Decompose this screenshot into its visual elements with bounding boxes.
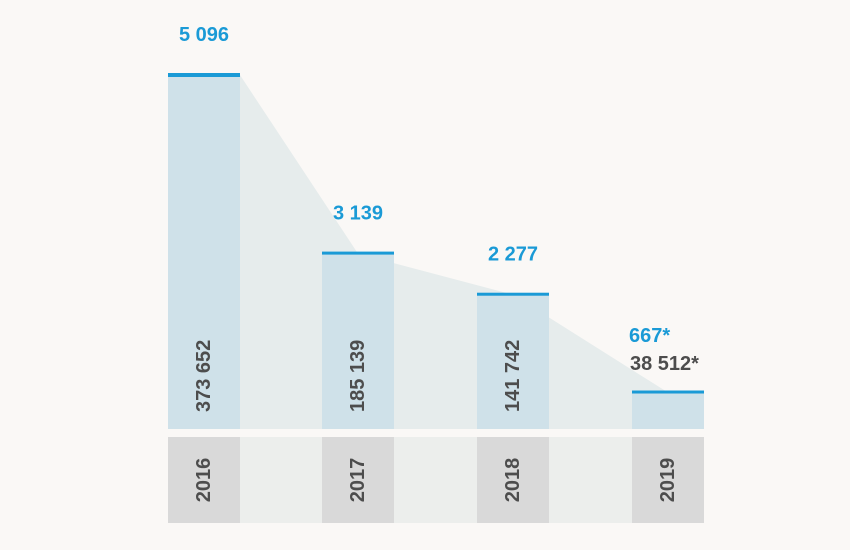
year-label-2018: 2018 (502, 458, 524, 503)
year-box-2016 (168, 437, 240, 523)
year-label-2019: 2019 (657, 458, 679, 503)
bar-value-label-2016: 373 652 (193, 340, 215, 412)
bar-2017 (322, 253, 394, 429)
bar-value-label-2017: 185 139 (347, 340, 369, 412)
bar-value-label-2019: 38 512* (630, 353, 699, 375)
bar-cap-2017 (322, 251, 394, 255)
bar-value-label-2018: 141 742 (502, 340, 524, 412)
bar-cap-2019 (632, 390, 704, 394)
year-band (168, 437, 704, 523)
top-value-label-2017: 3 139 (333, 203, 383, 225)
year-box-2018 (477, 437, 549, 523)
year-box-2017 (322, 437, 394, 523)
bar-2016 (168, 75, 240, 429)
bar-cap-2018 (477, 292, 549, 296)
top-value-label-2016: 5 096 (179, 24, 229, 46)
bar-cap-2016 (168, 73, 240, 77)
year-label-2016: 2016 (193, 458, 215, 503)
year-box-2019 (632, 437, 704, 523)
bar-2019 (632, 392, 704, 429)
bar-2018 (477, 294, 549, 429)
year-label-2017: 2017 (347, 458, 369, 503)
top-value-label-2019: 667* (629, 325, 670, 347)
top-value-label-2018: 2 277 (488, 244, 538, 266)
